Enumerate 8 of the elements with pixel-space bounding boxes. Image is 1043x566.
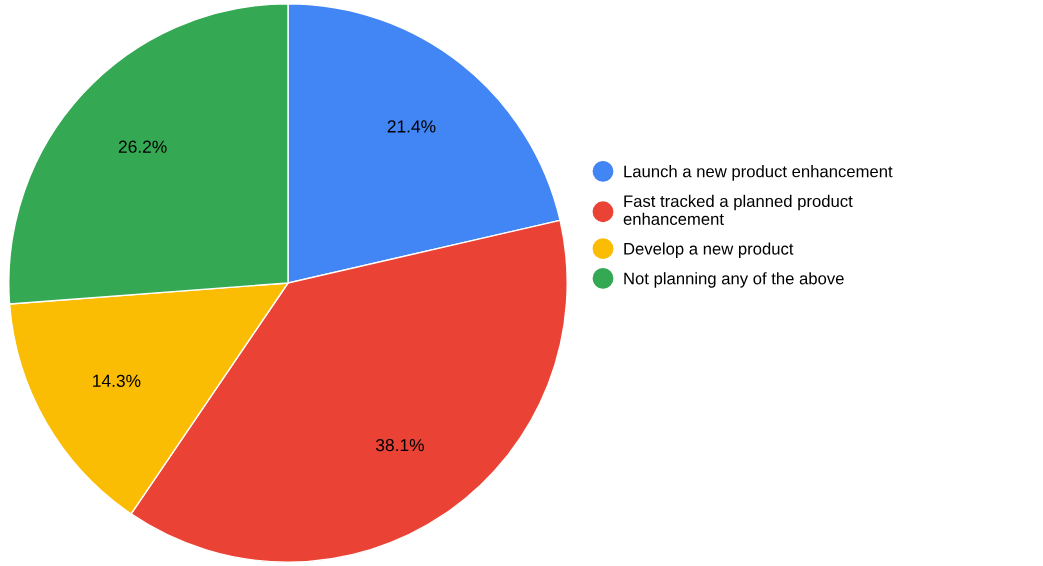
legend-label: Launch a new product enhancement bbox=[624, 165, 893, 181]
data-label: 38.1% bbox=[375, 438, 424, 452]
legend-label: Fast tracked a planned product enhancement bbox=[623, 194, 853, 225]
legend-label: Develop a new product bbox=[624, 242, 794, 258]
data-label: 26.2% bbox=[118, 140, 167, 153]
legend-label: Not planning any of the above bbox=[624, 272, 844, 288]
data-label: 21.4% bbox=[387, 120, 436, 133]
data-label: 14.3% bbox=[93, 374, 141, 387]
